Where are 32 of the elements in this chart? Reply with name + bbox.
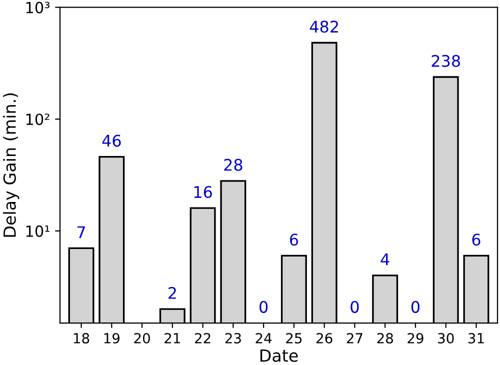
x-tick-label: 20 [134, 332, 150, 344]
x-axis-title: Date [260, 349, 298, 362]
y-tick-label: 10¹ [26, 225, 50, 237]
y-tick-label: 10² [26, 114, 50, 126]
x-tick-label: 22 [194, 332, 210, 344]
x-tick-label: 27 [346, 332, 362, 344]
x-tick-label: 19 [104, 332, 120, 344]
data-label: 16 [194, 186, 212, 198]
x-tick-label: 30 [438, 332, 454, 344]
data-label: 2 [168, 286, 176, 299]
x-tick-label: 29 [408, 332, 424, 344]
data-label: 6 [290, 234, 298, 246]
x-tick-label: 18 [74, 332, 90, 344]
data-label: 28 [224, 158, 242, 171]
data-label: 6 [472, 234, 480, 246]
x-tick-label: 25 [286, 332, 302, 344]
text: 0 [260, 300, 268, 313]
data-label: 4 [380, 253, 390, 266]
x-tick-label: 24 [256, 332, 272, 344]
data-label: 46 [102, 134, 121, 147]
x-tick-label: 26 [316, 332, 332, 344]
x-tick-label: 23 [225, 332, 241, 344]
data-label: 238 [432, 54, 460, 67]
text: 0 [350, 300, 359, 313]
x-tick-label: 28 [377, 332, 393, 344]
data-label: 482 [310, 20, 338, 33]
y-tick-label: 10³ [26, 2, 50, 14]
y-axis-title: Delay Gain (min.) [3, 93, 20, 237]
data-label: 7 [77, 226, 85, 238]
x-tick-label: 21 [164, 332, 180, 344]
x-tick-label: 31 [468, 332, 484, 344]
text: 0 [411, 300, 420, 313]
